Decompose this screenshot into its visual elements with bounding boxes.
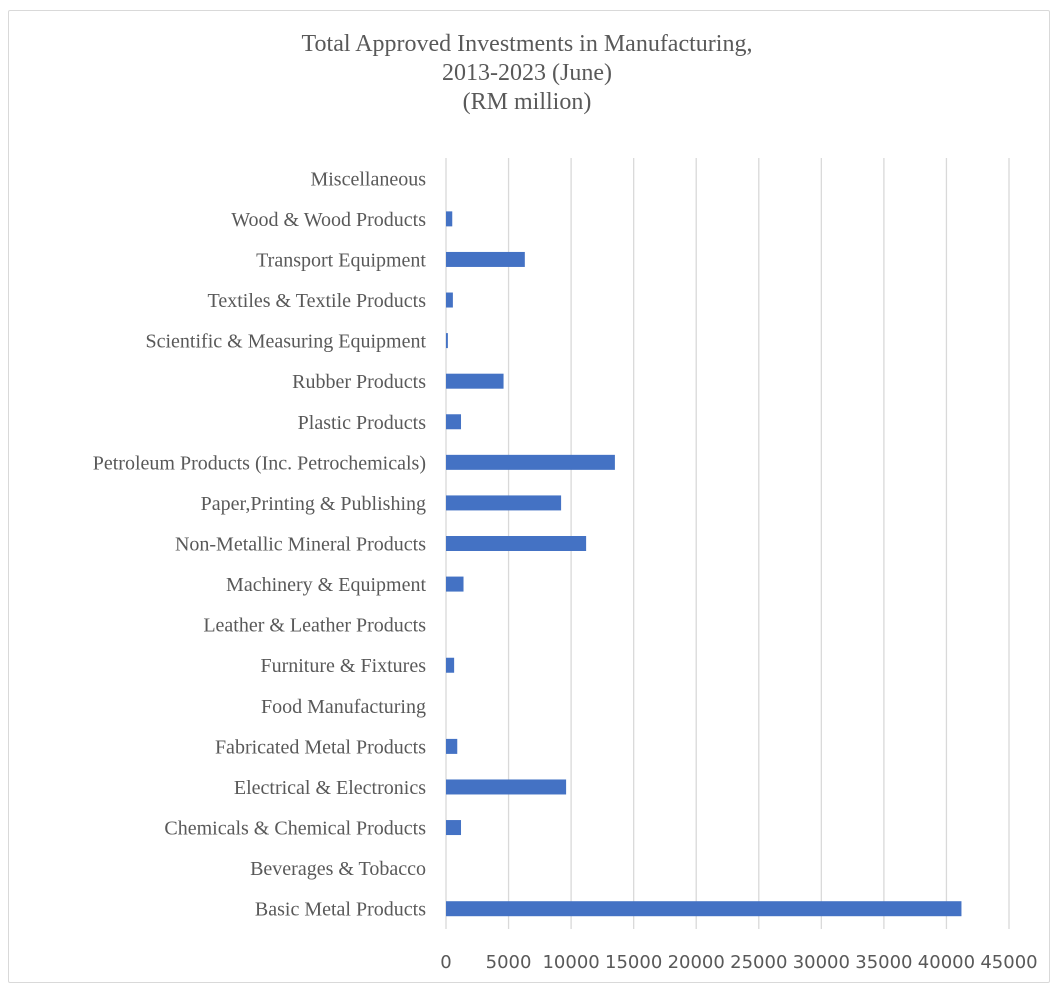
bar: [446, 414, 462, 430]
category-label: Rubber Products: [292, 371, 426, 393]
category-label: Transport Equipment: [256, 249, 426, 271]
x-tick-label: 10000: [542, 952, 599, 973]
category-label: Chemicals & Chemical Products: [164, 818, 426, 840]
bar: [446, 779, 567, 795]
x-tick-label: 45000: [980, 952, 1037, 973]
x-tick-label: 15000: [605, 952, 662, 973]
category-label: Electrical & Electronics: [234, 777, 426, 799]
category-label: Basic Metal Products: [255, 899, 426, 921]
category-label: Fabricated Metal Products: [215, 736, 426, 758]
x-tick-label: 40000: [918, 952, 975, 973]
category-label: Paper,Printing & Publishing: [201, 493, 426, 515]
chart-title: Total Approved Investments in Manufactur…: [0, 30, 1054, 117]
x-tick-label: 0: [440, 952, 451, 973]
category-label: Furniture & Fixtures: [260, 655, 426, 677]
category-label: Machinery & Equipment: [226, 574, 426, 596]
bar: [446, 738, 458, 754]
category-labels: Basic Metal Products Beverages & Tobacco C…: [93, 168, 427, 920]
chart-title-line-1: Total Approved Investments in Manufactur…: [301, 31, 753, 57]
bar: [446, 251, 525, 267]
bars: [446, 211, 962, 917]
chart-title-line-2: 2013-2023 (June): [442, 60, 612, 86]
chart-title-line-3: (RM million): [462, 89, 592, 115]
category-label: Plastic Products: [298, 412, 427, 434]
category-label: Beverages & Tobacco: [250, 858, 426, 880]
x-tick-label: 35000: [855, 952, 912, 973]
category-label: Food Manufacturing: [261, 696, 426, 718]
bar: [446, 820, 462, 836]
x-tick-label: 5000: [486, 952, 532, 973]
x-tick-label: 20000: [668, 952, 725, 973]
category-label: Miscellaneous: [310, 168, 426, 190]
category-label: Non-Metallic Mineral Products: [175, 534, 426, 556]
bar: [446, 657, 455, 673]
category-label: Textiles & Textile Products: [208, 290, 427, 312]
category-label: Scientific & Measuring Equipment: [146, 331, 427, 353]
category-label: Leather & Leather Products: [203, 615, 426, 637]
bar: [446, 333, 448, 349]
bar: [446, 454, 615, 470]
x-tick-label: 25000: [730, 952, 787, 973]
bar: [446, 576, 464, 592]
bar: [446, 211, 453, 227]
category-label: Wood & Wood Products: [231, 209, 426, 231]
bar: [446, 901, 962, 917]
bar: [446, 292, 453, 308]
bar: [446, 495, 562, 511]
x-axis-tick-labels: 0 5000 10000 15000 20000 25000 30000 35000 40000…: [440, 952, 1037, 973]
bar: [446, 536, 587, 551]
x-tick-label: 30000: [793, 952, 850, 973]
bar: [446, 373, 504, 389]
category-label: Petroleum Products (Inc. Petrochemicals): [93, 452, 426, 474]
